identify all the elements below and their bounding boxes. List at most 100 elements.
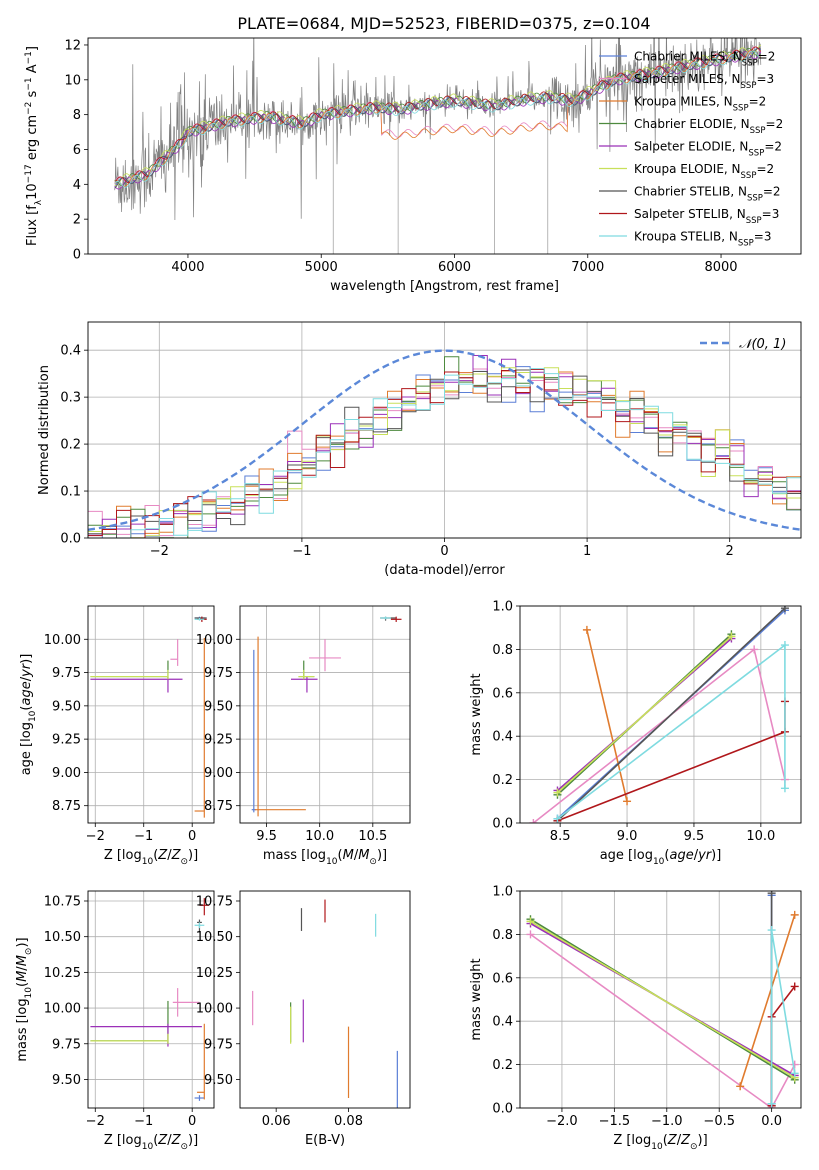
errorbar-6 <box>194 616 207 621</box>
legend-label-normal: 𝒩(0, 1) <box>739 337 786 352</box>
x-axis-label: Z [log10(Z/Z⊙)] <box>104 1133 198 1152</box>
weight-marker-8 <box>790 1069 799 1078</box>
y-tick-label: 9.00 <box>204 766 233 781</box>
errorbar-1 <box>172 988 200 1017</box>
plot-area-age-vs-Z <box>90 616 207 818</box>
weight-marker-1 <box>529 819 538 823</box>
y-tick-label: 9.50 <box>52 1073 81 1088</box>
x-tick-label: 0 <box>188 829 196 844</box>
weight-marker-8 <box>767 926 776 935</box>
x-axis-label: age [log10(age/yr)] <box>600 848 722 867</box>
x-tick-label: 7000 <box>571 260 604 275</box>
errorbar-5 <box>90 669 169 680</box>
errorbar-8 <box>194 617 205 621</box>
y-tick-label: 0 <box>73 248 81 263</box>
figure-title: PLATE=0684, MJD=52523, FIBERID=0375, z=0… <box>237 14 650 33</box>
y-tick-label: 10.00 <box>196 633 233 648</box>
legend-label-2: Kroupa MILES, NSSP=2 <box>634 95 766 114</box>
y-tick-label: 10.00 <box>44 1002 81 1017</box>
axes-frame <box>87 321 802 539</box>
residual-hist-8 <box>88 368 801 538</box>
y-axis-label: mass weight <box>469 673 484 755</box>
y-tick-label: 0.2 <box>60 438 81 453</box>
weight-line-1 <box>530 933 796 1108</box>
x-tick-label: 0.08 <box>334 1114 363 1129</box>
y-tick-label: 10 <box>64 73 81 88</box>
y-tick-label: 10.75 <box>196 894 233 909</box>
weight-marker-5 <box>553 788 562 797</box>
x-tick-label: 1 <box>583 544 591 559</box>
y-tick-label: 0.1 <box>60 485 81 500</box>
weight-line-2 <box>586 629 628 802</box>
x-tick-label: 0.0 <box>761 1114 782 1129</box>
y-tick-label: 9.25 <box>204 733 233 748</box>
x-tick-label: −2.0 <box>546 1114 578 1129</box>
axes-residuals: −2 −1 0 1 2 0.0 0.1 0.2 0.3 0.4 (data-model)/error… <box>37 321 802 578</box>
weight-marker-7 <box>790 982 799 991</box>
weight-marker-8 <box>767 1099 776 1108</box>
x-tick-label: −1 <box>134 829 153 844</box>
normal-curve <box>88 349 801 531</box>
errorbar-7 <box>199 898 210 916</box>
y-tick-label: 4 <box>73 178 81 193</box>
weight-marker-2 <box>790 910 799 919</box>
legend-label-3: Chabrier ELODIE, NSSP=2 <box>634 117 783 136</box>
errorbar-2 <box>194 637 205 818</box>
y-tick-label: 9.75 <box>204 666 233 681</box>
y-tick-label: 0.2 <box>492 1058 513 1073</box>
y-tick-label: 0.4 <box>492 1015 513 1030</box>
axes-frame <box>239 890 411 1109</box>
x-tick-label: −2 <box>86 829 105 844</box>
axes-weight-vs-Z: −2.0 −1.5 −1.0 −0.5 0.0 0.0 0.2 0.4 0.6 0.8 1.0 Z [… <box>469 885 802 1152</box>
y-tick-label: 6 <box>73 143 81 158</box>
y-tick-label: 10.25 <box>196 966 233 981</box>
y-tick-label: 1.0 <box>492 600 513 615</box>
weight-line-5 <box>530 920 796 1079</box>
y-tick-label: 0.6 <box>492 686 513 701</box>
x-axis-label: (data-model)/error <box>384 563 505 578</box>
plot-area-mass-vs-Z <box>90 898 210 1101</box>
x-tick-label: −2 <box>150 544 169 559</box>
errorbar-8 <box>380 616 391 620</box>
x-tick-label: 0.06 <box>262 1114 291 1129</box>
x-axis-label: wavelength [Angstrom, rest frame] <box>330 279 559 294</box>
y-tick-label: 9.25 <box>52 733 81 748</box>
axes-frame <box>519 890 802 1109</box>
weight-marker-5 <box>526 917 535 926</box>
weight-line-6 <box>556 607 786 822</box>
x-tick-label: 10.5 <box>358 829 387 844</box>
y-tick-label: 10.00 <box>44 633 81 648</box>
y-tick-label: 10.50 <box>196 930 233 945</box>
y-tick-label: 10.00 <box>196 1002 233 1017</box>
axes-mass-vs-Z: −2 −1 0 9.50 9.75 10.00 10.25 10.50 10.75 Z [log1… <box>15 890 215 1152</box>
y-axis-label: mass weight <box>469 958 484 1040</box>
x-tick-label: 10.0 <box>305 829 334 844</box>
legend-label-6: Chabrier STELIB, NSSP=2 <box>634 185 781 204</box>
model-spectrum-8 <box>114 50 761 188</box>
weight-marker-8 <box>780 784 789 793</box>
x-axis-label: Z [log10(Z/Z⊙)] <box>104 848 198 867</box>
x-tick-label: 4000 <box>171 260 204 275</box>
y-tick-label: 0.2 <box>492 773 513 788</box>
axes-spectrum: 4000 5000 6000 7000 8000 0 2 4 6 8 10 12 wavelength … <box>24 37 802 294</box>
errorbar-0 <box>194 1095 205 1101</box>
plot-area-mass-vs-ebv <box>252 899 398 1108</box>
axes-frame <box>87 890 215 1109</box>
weight-marker-8 <box>553 814 562 823</box>
axes-mass-vs-ebv: 0.06 0.08 9.50 9.75 10.00 10.25 10.50 10.75 E(B-… <box>196 890 411 1148</box>
x-tick-label: 8000 <box>704 260 737 275</box>
legend-label-5: Kroupa ELODIE, NSSP=2 <box>634 162 774 181</box>
axes-frame <box>519 605 802 824</box>
y-axis-label: Flux [fλ10−17 erg cm−2 s−1 A−1] <box>24 46 44 246</box>
y-axis-label: Normed distribution <box>37 365 52 495</box>
x-tick-label: 9.5 <box>684 829 705 844</box>
y-tick-label: 8.75 <box>204 799 233 814</box>
y-tick-label: 9.75 <box>52 666 81 681</box>
y-tick-label: 9.00 <box>52 766 81 781</box>
x-tick-label: −1.5 <box>599 1114 631 1129</box>
y-tick-label: 1.0 <box>492 885 513 900</box>
x-tick-label: −0.5 <box>703 1114 735 1129</box>
y-tick-label: 9.75 <box>204 1037 233 1052</box>
weight-marker-1 <box>526 930 535 939</box>
x-axis-label: Z [log10(Z/Z⊙)] <box>613 1133 707 1152</box>
